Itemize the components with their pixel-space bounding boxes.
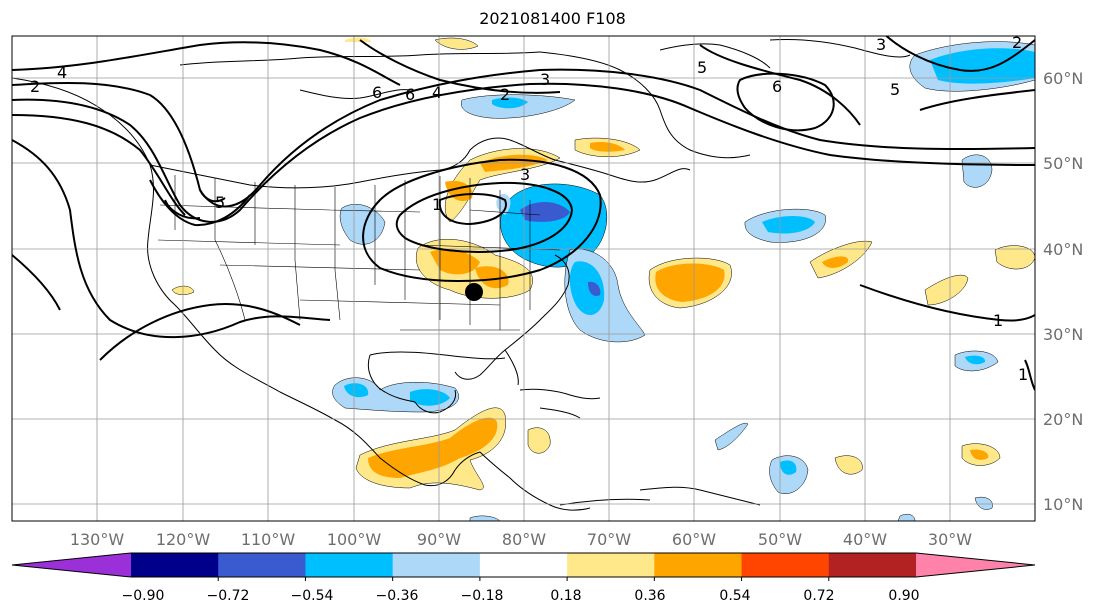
lat-label: 60°N — [1043, 69, 1083, 88]
colorbar-label: 0.18 — [550, 588, 581, 604]
colorbar-label: −0.90 — [122, 588, 165, 604]
contour-label: 4 — [57, 63, 67, 82]
contour-label: 2 — [30, 77, 40, 96]
colorbar-segment — [392, 553, 481, 577]
lon-label: 130°W — [70, 530, 125, 549]
lon-label: 40°W — [843, 530, 887, 549]
colorbar-segment — [305, 553, 394, 577]
colorbar-extend-max — [916, 553, 1035, 577]
contour-label: 5 — [215, 193, 225, 212]
colorbar-label: −0.36 — [376, 588, 419, 604]
colorbar-label: 0.90 — [888, 588, 919, 604]
map-border — [11, 35, 1036, 522]
colorbar-segment — [479, 553, 568, 577]
lon-label: 100°W — [327, 530, 382, 549]
anomaly-shading — [171, 37, 1035, 521]
colorbar-label: −0.72 — [207, 588, 250, 604]
contour-label: 6 — [372, 83, 382, 102]
contour-label: 4 — [432, 83, 442, 102]
lon-label: 120°W — [156, 530, 211, 549]
contour-label: 3 — [876, 35, 886, 54]
colorbar-segment — [567, 553, 655, 577]
colorbar-segment — [131, 553, 219, 577]
colorbar-segment — [218, 553, 306, 577]
contour-label: 1 — [993, 311, 1003, 330]
contour-label: 2 — [500, 85, 510, 104]
contour-label: 5 — [697, 58, 707, 77]
gridlines — [12, 36, 1035, 521]
colorbar-label: −0.54 — [291, 588, 334, 604]
contour-label: 3 — [520, 165, 530, 184]
colorbar-segment — [654, 553, 743, 577]
lon-label: 80°W — [502, 530, 546, 549]
contour-label: 1 — [432, 195, 442, 214]
map-title: 2021081400 F108 — [479, 9, 626, 28]
contour-label: 6 — [772, 77, 782, 96]
colorbar-segment — [741, 553, 830, 577]
coastlines — [12, 38, 911, 511]
lon-label: 70°W — [587, 530, 631, 549]
longitude-labels: 130°W 120°W 110°W 100°W 90°W 80°W 70°W 6… — [70, 530, 972, 549]
colorbar-label: 0.72 — [803, 588, 834, 604]
height-contours — [12, 36, 1035, 391]
lon-label: 50°W — [758, 530, 802, 549]
lon-label: 110°W — [241, 530, 296, 549]
colorbar-label: 0.54 — [719, 588, 750, 604]
positive-anomaly-lakes — [444, 148, 561, 223]
contour-label: 6 — [405, 85, 415, 104]
latitude-labels: 60°N 50°N 40°N 30°N 20°N 10°N — [1043, 69, 1083, 514]
lon-label: 30°W — [928, 530, 972, 549]
contour-label: 2 — [1012, 33, 1022, 52]
colorbar-outline — [11, 552, 1036, 578]
contour-label: 1 — [1018, 365, 1028, 384]
contour-label: 3 — [540, 70, 550, 89]
colorbar-extend-min — [12, 553, 131, 577]
contour-labels: 4 6 4 2 3 6 5 3 5 2 3 1 5 6 2 1 1 — [30, 33, 1028, 384]
lon-label: 90°W — [417, 530, 461, 549]
lat-label: 40°N — [1043, 240, 1083, 259]
colorbar-label: 0.36 — [634, 588, 665, 604]
colorbar-label: −0.18 — [461, 588, 504, 604]
location-marker — [465, 283, 483, 301]
lat-label: 20°N — [1043, 410, 1083, 429]
lon-label: 60°W — [672, 530, 716, 549]
lat-label: 10°N — [1043, 495, 1083, 514]
colorbar — [11, 552, 1036, 581]
colorbar-segment — [828, 553, 917, 577]
colorbar-labels: −0.90 −0.72 −0.54 −0.36 −0.18 0.18 0.36 … — [122, 588, 920, 604]
lat-label: 50°N — [1043, 154, 1083, 173]
lat-label: 30°N — [1043, 325, 1083, 344]
contour-label: 5 — [890, 80, 900, 99]
